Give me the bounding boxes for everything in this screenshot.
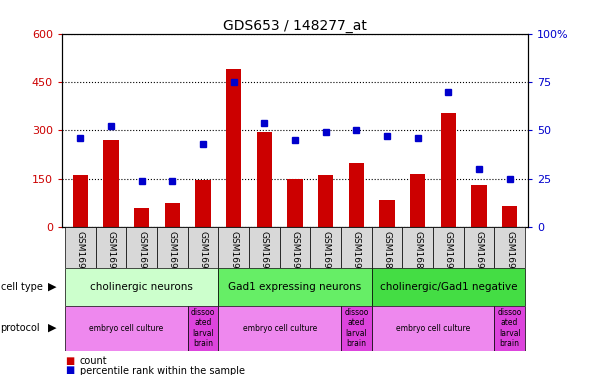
- Bar: [410, 174, 425, 227]
- Bar: [65, 227, 96, 268]
- Text: embryo cell culture: embryo cell culture: [396, 324, 470, 333]
- Text: ▶: ▶: [48, 323, 57, 333]
- Text: GSM16950: GSM16950: [474, 231, 483, 280]
- Bar: [226, 69, 241, 227]
- Bar: [318, 176, 333, 227]
- Bar: [73, 176, 88, 227]
- Bar: [134, 208, 149, 227]
- Text: dissoo
ated
larval
brain: dissoo ated larval brain: [191, 308, 215, 348]
- Text: protocol: protocol: [1, 323, 40, 333]
- Text: embryo cell culture: embryo cell culture: [89, 324, 163, 333]
- Bar: [341, 306, 372, 351]
- Text: GSM16949: GSM16949: [444, 231, 453, 280]
- Text: GSM16955: GSM16955: [505, 231, 514, 280]
- Text: count: count: [80, 356, 107, 366]
- Title: GDS653 / 148277_at: GDS653 / 148277_at: [223, 19, 367, 33]
- Bar: [494, 227, 525, 268]
- Bar: [341, 227, 372, 268]
- Text: cholinergic neurons: cholinergic neurons: [90, 282, 193, 292]
- Bar: [433, 227, 464, 268]
- Text: ■: ■: [65, 356, 74, 366]
- Bar: [96, 227, 126, 268]
- Text: GSM16946: GSM16946: [137, 231, 146, 280]
- Text: dissoo
ated
larval
brain: dissoo ated larval brain: [344, 308, 369, 348]
- Bar: [218, 306, 341, 351]
- Text: GSM16944: GSM16944: [76, 231, 85, 280]
- Text: percentile rank within the sample: percentile rank within the sample: [80, 366, 245, 375]
- Text: ■: ■: [65, 366, 74, 375]
- Text: cell type: cell type: [1, 282, 42, 292]
- Bar: [471, 185, 487, 227]
- Text: ▶: ▶: [48, 282, 57, 292]
- Bar: [257, 132, 272, 227]
- Bar: [65, 268, 218, 306]
- Bar: [249, 227, 280, 268]
- Bar: [188, 227, 218, 268]
- Text: embryo cell culture: embryo cell culture: [242, 324, 317, 333]
- Bar: [372, 306, 494, 351]
- Bar: [494, 306, 525, 351]
- Bar: [218, 227, 249, 268]
- Text: GSM16953: GSM16953: [290, 231, 300, 280]
- Bar: [218, 268, 372, 306]
- Text: dissoo
ated
larval
brain: dissoo ated larval brain: [497, 308, 522, 348]
- Bar: [372, 268, 525, 306]
- Bar: [157, 227, 188, 268]
- Bar: [165, 203, 180, 227]
- Bar: [310, 227, 341, 268]
- Text: GSM16951: GSM16951: [229, 231, 238, 280]
- Text: GSM16894: GSM16894: [413, 231, 422, 280]
- Bar: [464, 227, 494, 268]
- Text: GSM16956: GSM16956: [352, 231, 361, 280]
- Text: GSM16947: GSM16947: [168, 231, 177, 280]
- Text: GSM16954: GSM16954: [321, 231, 330, 280]
- Bar: [287, 178, 303, 227]
- Bar: [188, 306, 218, 351]
- Bar: [441, 112, 456, 227]
- Text: GSM16945: GSM16945: [107, 231, 116, 280]
- Bar: [126, 227, 157, 268]
- Bar: [103, 140, 119, 227]
- Text: GSM16952: GSM16952: [260, 231, 269, 280]
- Bar: [195, 180, 211, 227]
- Bar: [280, 227, 310, 268]
- Bar: [372, 227, 402, 268]
- Bar: [349, 162, 364, 227]
- Text: GSM16948: GSM16948: [198, 231, 208, 280]
- Bar: [379, 200, 395, 227]
- Text: cholinergic/Gad1 negative: cholinergic/Gad1 negative: [379, 282, 517, 292]
- Text: GSM16893: GSM16893: [382, 231, 392, 280]
- Bar: [65, 306, 188, 351]
- Bar: [502, 206, 517, 227]
- Text: Gad1 expressing neurons: Gad1 expressing neurons: [228, 282, 362, 292]
- Bar: [402, 227, 433, 268]
